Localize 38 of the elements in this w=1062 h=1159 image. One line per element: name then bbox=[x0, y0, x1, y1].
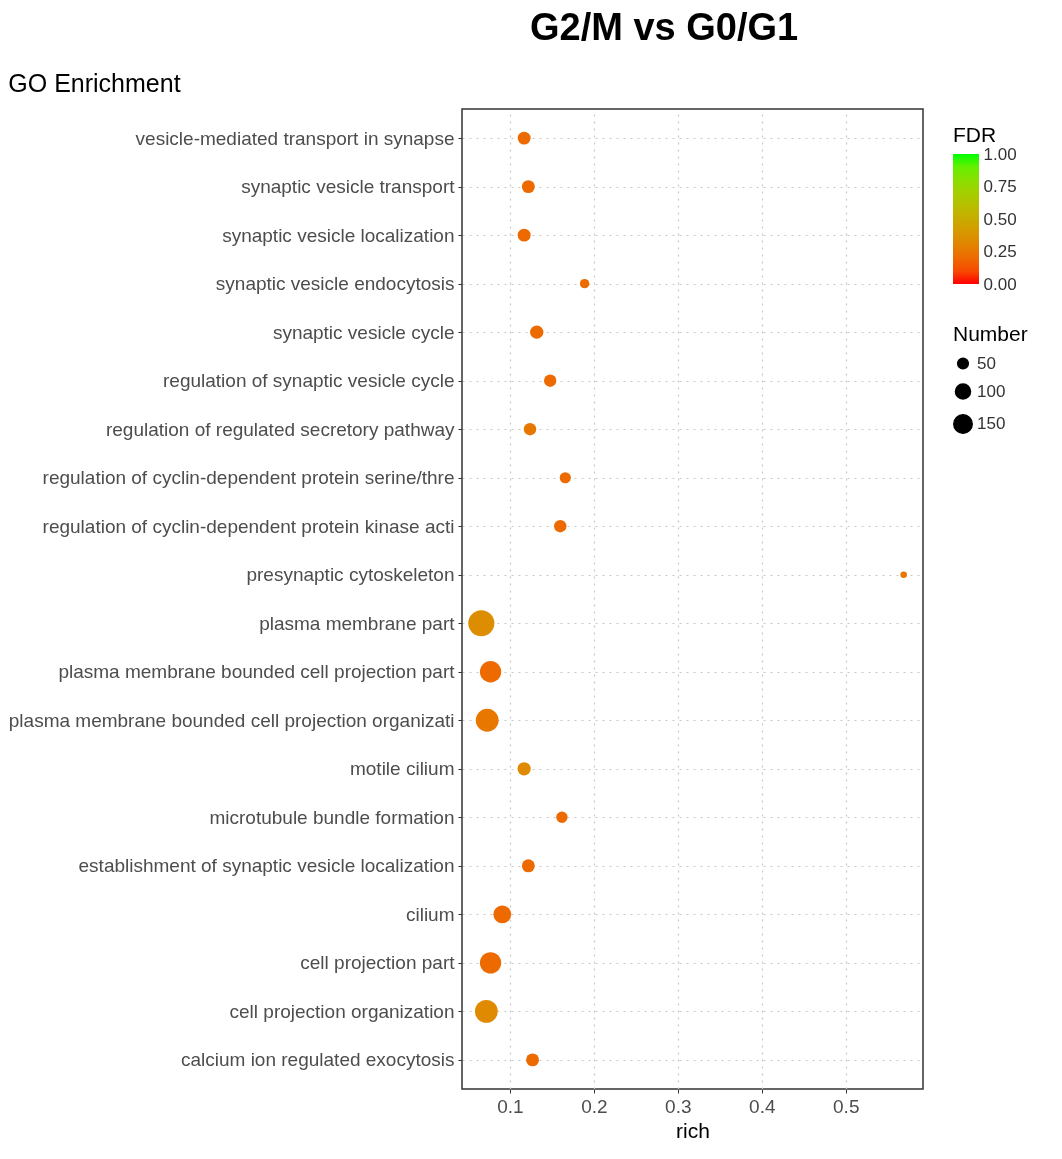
y-tick-label: establishment of synaptic vesicle localization bbox=[78, 855, 455, 877]
text: GO Enrichment bbox=[8, 69, 181, 97]
y-tick-label: cilium bbox=[405, 903, 455, 925]
color-bar-label: 0.75 bbox=[983, 177, 1017, 196]
y-tick-label: microtubule bundle formation bbox=[209, 806, 455, 828]
legend-label: 100 bbox=[977, 381, 1006, 401]
y-tick-label: regulation of regulated secretory pathway bbox=[105, 418, 455, 440]
color-bar-label: 0.00 bbox=[983, 274, 1017, 294]
legend-label: 150 bbox=[977, 414, 1006, 433]
y-tick-label: regulation of cyclin-dependent protein kinase acti bbox=[42, 515, 455, 537]
chart-title: G2/M vs G0/G1 bbox=[529, 5, 800, 50]
x-axis-title: rich bbox=[676, 1118, 710, 1142]
x-tick-label: 0.2 bbox=[581, 1095, 608, 1117]
y-tick-label: presynaptic cytoskeleton bbox=[246, 564, 455, 586]
color-bar-label: 0.25 bbox=[983, 242, 1017, 261]
x-tick-label: 0.5 bbox=[833, 1095, 860, 1117]
y-tick-label: regulation of cyclin-dependent protein serine/thre bbox=[42, 467, 455, 489]
y-tick-label: synaptic vesicle transport bbox=[241, 176, 456, 198]
y-tick-label: cell projection part bbox=[300, 952, 456, 974]
y-tick-label: plasma membrane bounded cell projection part bbox=[58, 661, 456, 683]
legend-label: 50 bbox=[977, 353, 996, 373]
y-tick-label: regulation of synaptic vesicle cycle bbox=[163, 370, 455, 392]
color-bar-label: 0.50 bbox=[983, 209, 1017, 229]
x-tick-label: 0.1 bbox=[497, 1095, 524, 1117]
y-tick-label: calcium ion regulated exocytosis bbox=[180, 1049, 455, 1071]
y-tick-label: cell projection organization bbox=[229, 1000, 455, 1022]
y-tick-label: synaptic vesicle endocytosis bbox=[215, 273, 455, 295]
color-bar-title: FDR bbox=[953, 123, 997, 146]
y-tick-label: synaptic vesicle localization bbox=[222, 224, 455, 246]
x-tick-label: 0.3 bbox=[665, 1095, 692, 1117]
y-tick-label: synaptic vesicle cycle bbox=[272, 321, 455, 343]
legend-title: Number bbox=[953, 322, 1028, 345]
color-bar-label: 1.00 bbox=[983, 144, 1017, 164]
y-tick-label: motile cilium bbox=[349, 758, 455, 780]
y-tick-label: plasma membrane bounded cell projection organizati bbox=[8, 709, 455, 731]
y-tick-label: plasma membrane part bbox=[259, 612, 456, 634]
y-tick-label: vesicle-mediated transport in synapse bbox=[135, 127, 455, 149]
x-tick-label: 0.4 bbox=[749, 1095, 776, 1117]
